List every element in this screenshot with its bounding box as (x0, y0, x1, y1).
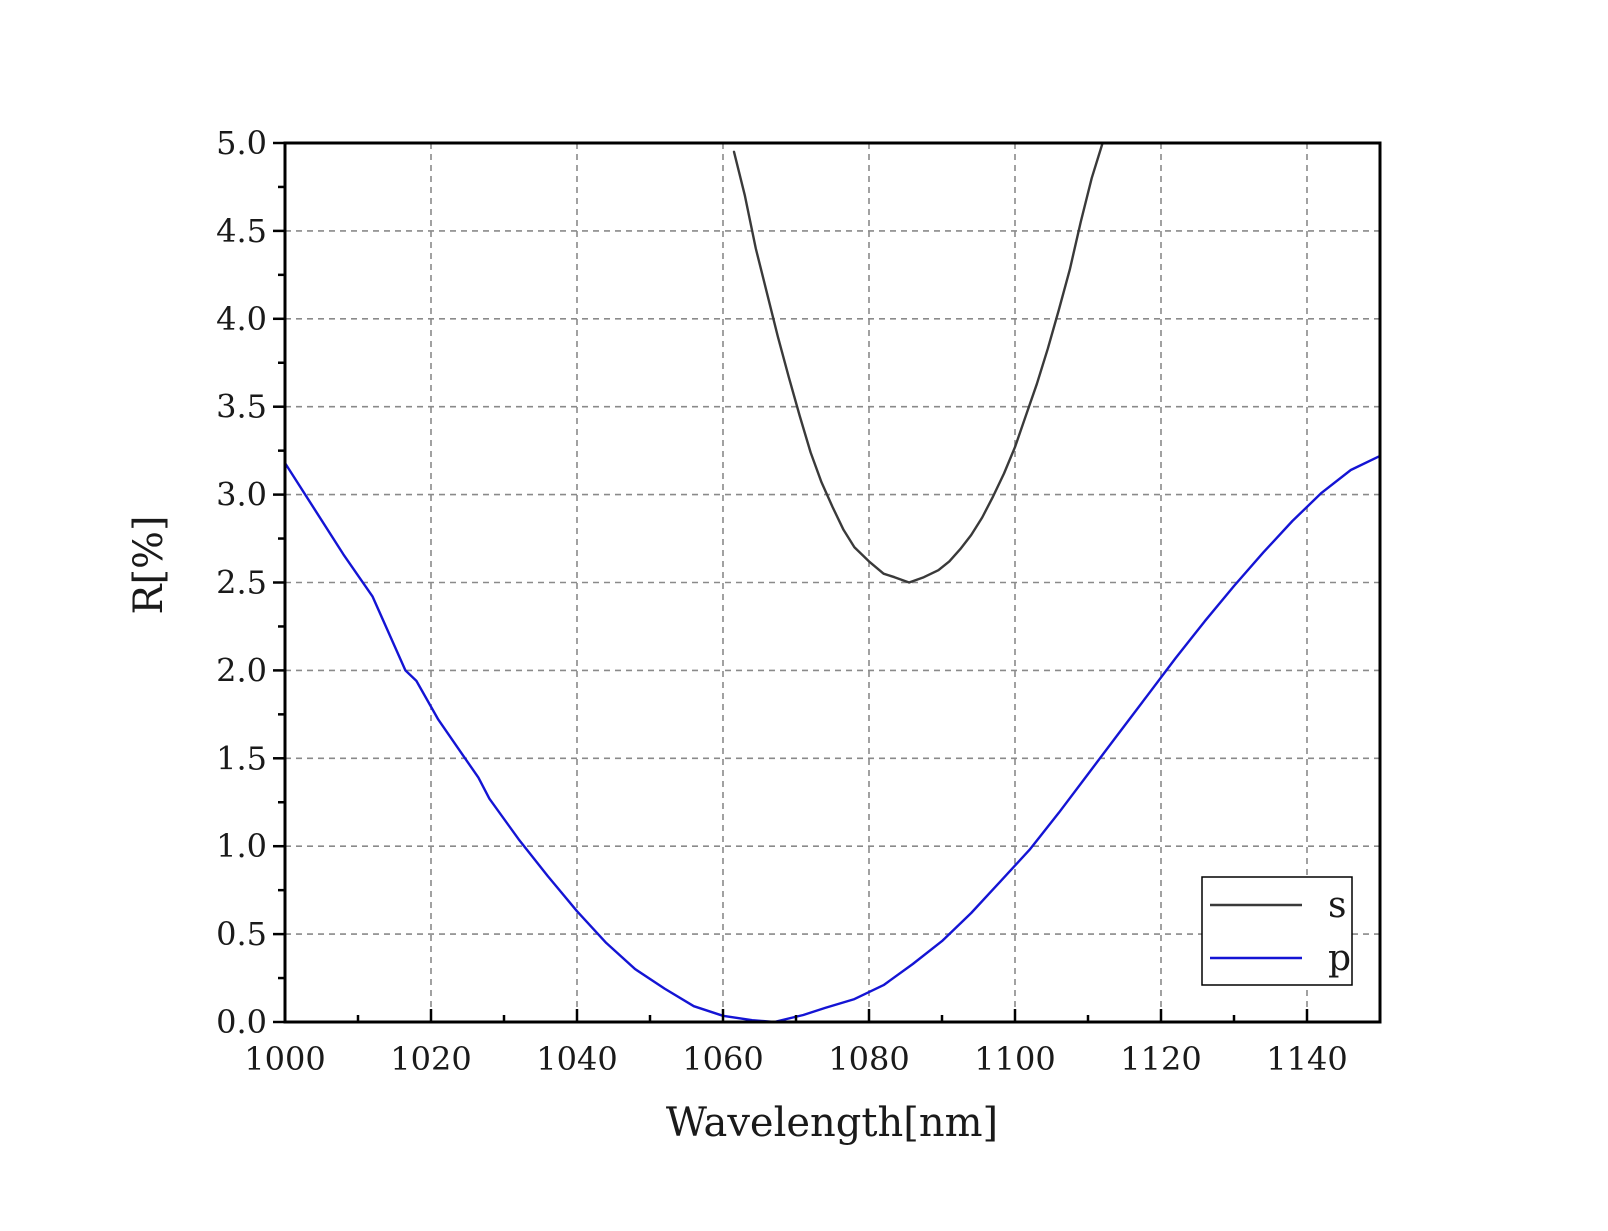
y-tick-label: 5.0 (216, 124, 267, 162)
x-tick-labels: 1000 1020 1040 1060 1080 1100 1120 1140 (244, 1040, 1347, 1078)
legend: sp (1201, 876, 1353, 986)
legend-label-p: p (1328, 938, 1351, 979)
x-tick-label: 1120 (1120, 1040, 1201, 1078)
x-tick-label: 1000 (244, 1040, 325, 1078)
x-tick-label: 1040 (536, 1040, 617, 1078)
y-tick-label: 0.0 (216, 1003, 267, 1041)
y-tick-label: 4.5 (216, 212, 267, 250)
series-line-s (732, 141, 1104, 584)
y-tick-label: 2.5 (216, 564, 267, 602)
y-tick-label: 3.5 (216, 388, 267, 426)
y-tick-label: 2.0 (216, 651, 267, 689)
y-tick-label: 0.5 (216, 915, 267, 953)
x-tick-label: 1140 (1266, 1040, 1347, 1078)
x-tick-label: 1080 (828, 1040, 909, 1078)
y-tick-labels: 0.0 0.5 1.0 1.5 2.0 2.5 3.0 3.5 4.0 4.5 5.0 (216, 124, 267, 1041)
x-axis-title: Wavelength[nm] (666, 1100, 998, 1146)
legend-label-s: s (1328, 885, 1346, 926)
legend-box (1201, 876, 1353, 986)
y-tick-label: 1.0 (216, 827, 267, 865)
y-tick-label: 1.5 (216, 739, 267, 777)
x-tick-label: 1060 (682, 1040, 763, 1078)
y-tick-label: 3.0 (216, 476, 267, 514)
y-tick-label: 4.0 (216, 300, 267, 338)
gridlines (285, 143, 1380, 1022)
series-line-p (283, 454, 1382, 1024)
axis-ticks (273, 141, 1309, 1024)
x-tick-label: 1100 (974, 1040, 1055, 1078)
y-axis-title: R[%] (126, 515, 172, 614)
x-tick-label: 1020 (390, 1040, 471, 1078)
series-lines (283, 141, 1382, 1024)
